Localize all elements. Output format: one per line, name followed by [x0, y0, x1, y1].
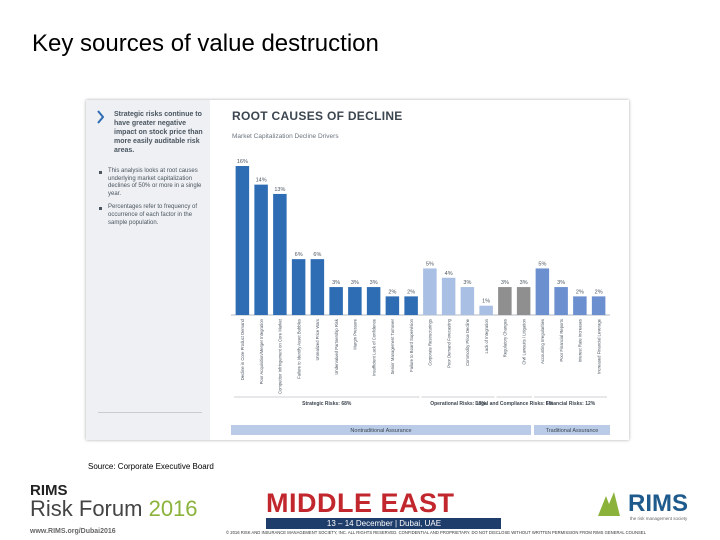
category-label: Failure to Board Supervision: [409, 318, 414, 372]
group-label: Operational Risks: 13%: [430, 401, 486, 407]
bar: [254, 184, 268, 315]
bar-value-label: 4%: [445, 271, 453, 277]
category-label: Civil Lawsuits / Litigation: [521, 318, 526, 364]
sidebar-bullet: Percentages refer to frequency of occurr…: [98, 204, 206, 227]
bar: [554, 287, 568, 315]
bar-value-label: 3%: [332, 280, 340, 286]
bar-value-label: 1%: [482, 299, 490, 305]
category-label: Competitor Infringement on Core Market: [278, 318, 283, 394]
bar-value-label: 2%: [407, 289, 415, 295]
footer-banner: RIMS Risk Forum 2016 www.RIMS.org/Dubai2…: [0, 476, 720, 540]
bar: [441, 277, 456, 315]
event-url: www.RIMS.org/Dubai2016: [30, 528, 116, 535]
bar: [498, 287, 512, 315]
event-name: MIDDLE EAST: [266, 488, 455, 518]
bar-value-label: 2%: [576, 289, 584, 295]
event-dates-bar: [266, 518, 501, 529]
category-label: Undervalued Partnership Risk: [334, 318, 339, 375]
event-dates: 13 – 14 December | Dubai, UAE: [326, 519, 442, 528]
bar: [479, 305, 493, 315]
bar: [423, 268, 437, 315]
bar: [366, 287, 381, 315]
chart-title: ROOT CAUSES OF DECLINE: [232, 109, 403, 123]
category-label: Senior Management Turnover: [390, 318, 395, 374]
bar: [404, 296, 418, 315]
bar-value-label: 6%: [295, 252, 303, 258]
bar-value-label: 5%: [426, 261, 434, 267]
forum-title: Risk Forum 2016: [30, 496, 198, 522]
sidebar-headline: Strategic risks continue to have greater…: [114, 111, 203, 154]
footer-copyright: © 2016 RISK AND INSURANCE MANAGEMENT SOC…: [226, 530, 646, 535]
forum-year: 2016: [148, 496, 198, 521]
group-label: Legal and Compliance Risks: 6%: [475, 401, 554, 407]
bar: [329, 287, 343, 315]
group-label: Financial Risks: 12%: [546, 401, 596, 407]
group-label: Strategic Risks: 68%: [302, 401, 352, 407]
bar-value-label: 3%: [557, 280, 565, 286]
forum-name: Risk Forum: [30, 496, 143, 521]
category-label: Corporate Restructurings: [428, 319, 433, 366]
bar: [310, 259, 325, 315]
category-label: Lack of Integration: [484, 318, 489, 353]
category-label: Poor Demand Forecasting: [446, 318, 451, 368]
nontraditional-assurance-label: Nontraditional Assurance: [350, 428, 411, 434]
category-label: Failure to Identify Asset Bubbles: [296, 319, 301, 379]
bar-value-label: 3%: [501, 280, 509, 286]
bar: [291, 259, 306, 315]
category-label: Poor Acquisition/Merger Integration: [259, 318, 264, 384]
bar-value-label: 3%: [520, 280, 528, 286]
category-label: Insufficient Lack of Confidence: [371, 318, 376, 376]
source-note: Source: Corporate Executive Board: [88, 462, 214, 471]
bar-value-label: 5%: [538, 261, 546, 267]
category-label: Decline in Core Product Demand: [240, 318, 245, 380]
traditional-assurance-label: Traditional Assurance: [546, 428, 599, 434]
bar: [385, 296, 400, 315]
rims-spark-icon: [598, 492, 620, 516]
bar: [348, 287, 362, 315]
category-label: Poor Financial Reports: [559, 319, 564, 362]
bar-value-label: 3%: [370, 280, 378, 286]
sidebar-bullets: This analysis looks at root causes under…: [98, 168, 206, 233]
bar: [535, 268, 550, 315]
chevron-right-icon: [97, 110, 104, 124]
chart-figure: Strategic risks continue to have greater…: [86, 100, 629, 440]
category-label: Increased Financial Leverage: [596, 318, 601, 374]
bar: [460, 287, 475, 315]
bar: [235, 166, 250, 315]
bar: [273, 193, 287, 315]
category-label: Interest Rate Increases: [578, 319, 583, 362]
bar: [516, 287, 531, 315]
category-label: Accounting Irregularities: [540, 319, 545, 364]
rims-logo: RIMS: [628, 490, 688, 517]
bar-value-label: 13%: [274, 187, 285, 193]
bar: [591, 296, 606, 315]
bar-value-label: 2%: [595, 289, 603, 295]
bar-value-label: 3%: [351, 280, 359, 286]
category-label: Unrealized Price Wars: [315, 319, 320, 361]
bar-value-label: 2%: [388, 289, 396, 295]
bar-value-label: 6%: [313, 252, 321, 258]
bar-value-label: 3%: [463, 280, 471, 286]
nontraditional-assurance-band: [231, 425, 531, 435]
traditional-assurance-band: [534, 425, 610, 435]
bar-value-label: 14%: [256, 178, 267, 184]
bar-chart: 16% Decline in Core Product Demand 14% Poor…: [231, 159, 610, 435]
sidebar-divider: [98, 412, 202, 413]
category-label: Commodity Price Decline: [465, 318, 470, 366]
category-label: Margin Pressure: [353, 318, 358, 349]
category-label: Regulatory Changes: [503, 319, 508, 357]
rims-forum-logo: RIMS: [30, 482, 68, 499]
chart-sidebar: Strategic risks continue to have greater…: [86, 100, 210, 440]
sidebar-bullet: This analysis looks at root causes under…: [98, 168, 206, 198]
chart-subtitle: Market Capitalization Decline Drivers: [232, 133, 339, 140]
bar: [573, 296, 587, 315]
bar-value-label: 16%: [237, 159, 248, 165]
slide-title: Key sources of value destruction: [32, 30, 379, 57]
rims-tagline: the risk management society: [630, 516, 688, 521]
